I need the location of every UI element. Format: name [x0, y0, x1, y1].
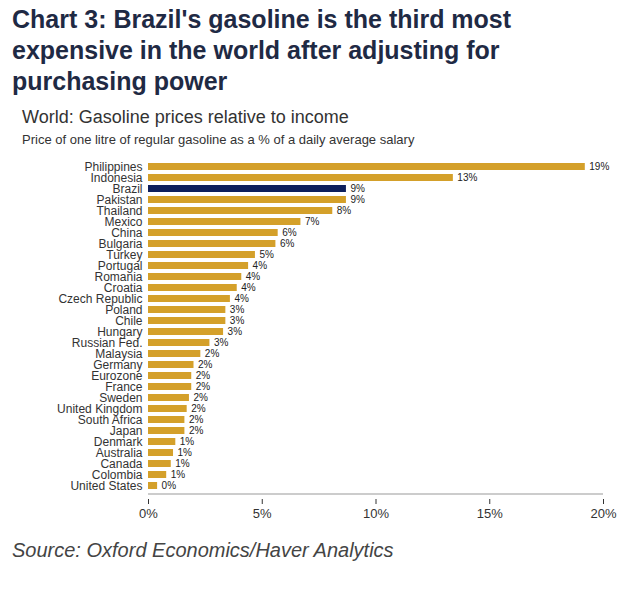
svg-text:10%: 10%: [363, 506, 389, 521]
svg-text:Hungary: Hungary: [97, 324, 143, 339]
svg-text:Malaysia: Malaysia: [95, 346, 143, 361]
svg-text:6%: 6%: [280, 238, 295, 249]
svg-text:2%: 2%: [196, 381, 211, 392]
svg-text:4%: 4%: [253, 260, 268, 271]
svg-text:South Africa: South Africa: [77, 412, 143, 427]
svg-text:3%: 3%: [230, 315, 245, 326]
svg-text:France: France: [105, 379, 143, 394]
svg-text:0%: 0%: [162, 480, 177, 491]
svg-text:6%: 6%: [282, 227, 297, 238]
html-text:Price of one litre of regular: Price of one litre of regular gasoline a…: [22, 132, 415, 147]
svg-text:5%: 5%: [259, 249, 274, 260]
svg-text:Australia: Australia: [95, 445, 143, 460]
svg-text:9%: 9%: [350, 194, 365, 205]
svg-text:7%: 7%: [305, 216, 320, 227]
svg-text:1%: 1%: [178, 447, 193, 458]
svg-text:2%: 2%: [193, 392, 208, 403]
svg-text:0%: 0%: [139, 506, 158, 521]
svg-text:Colombia: Colombia: [91, 467, 143, 482]
svg-text:United States: United States: [70, 479, 142, 493]
svg-text:Poland: Poland: [105, 302, 143, 317]
svg-text:2%: 2%: [189, 414, 204, 425]
svg-text:Croatia: Croatia: [103, 280, 143, 295]
svg-text:4%: 4%: [241, 282, 256, 293]
svg-text:Portugal: Portugal: [97, 258, 143, 273]
svg-text:Thailand: Thailand: [96, 203, 143, 218]
svg-text:United Kingdom: United Kingdom: [57, 401, 143, 416]
svg-text:2%: 2%: [189, 425, 204, 436]
svg-text:3%: 3%: [214, 337, 229, 348]
svg-text:4%: 4%: [246, 271, 261, 282]
svg-text:1%: 1%: [171, 469, 186, 480]
svg-text:2%: 2%: [205, 348, 220, 359]
html-text:World: Gasoline prices relativ: World: Gasoline prices relative to incom…: [22, 107, 349, 127]
svg-text:9%: 9%: [350, 183, 365, 194]
svg-text:2%: 2%: [191, 403, 206, 414]
svg-text:Czech Republic: Czech Republic: [58, 291, 143, 306]
svg-text:2%: 2%: [198, 359, 213, 370]
svg-text:Romania: Romania: [94, 269, 143, 284]
svg-text:3%: 3%: [228, 326, 243, 337]
svg-text:19%: 19%: [589, 161, 609, 172]
svg-text:Bulgaria: Bulgaria: [98, 236, 143, 251]
svg-text:Sweden: Sweden: [99, 390, 143, 405]
svg-text:20%: 20%: [590, 506, 616, 521]
svg-text:China: China: [111, 225, 143, 240]
svg-text:Philippines: Philippines: [84, 159, 143, 174]
html-text:Source: Oxford Economics/Haver: Source: Oxford Economics/Haver Analytics: [12, 539, 394, 561]
html-text:Chart 3: Brazil's gasoline is: Chart 3: Brazil's gasoline is the third …: [12, 5, 512, 95]
svg-text:Mexico: Mexico: [104, 214, 143, 229]
svg-text:3%: 3%: [230, 304, 245, 315]
svg-text:Turkey: Turkey: [106, 247, 143, 262]
svg-text:Indonesia: Indonesia: [90, 170, 143, 185]
svg-text:Brazil: Brazil: [112, 181, 143, 196]
svg-text:8%: 8%: [337, 205, 352, 216]
svg-text:Canada: Canada: [100, 456, 143, 471]
svg-text:4%: 4%: [234, 293, 249, 304]
svg-text:Germany: Germany: [93, 357, 143, 372]
svg-text:Pakistan: Pakistan: [96, 192, 143, 207]
svg-text:Chile: Chile: [115, 313, 143, 328]
svg-text:Russian Fed.: Russian Fed.: [71, 335, 143, 350]
svg-text:13%: 13%: [457, 172, 477, 183]
svg-text:15%: 15%: [477, 506, 503, 521]
svg-text:Eurozone: Eurozone: [91, 368, 143, 383]
svg-text:Denmark: Denmark: [93, 434, 143, 449]
svg-text:1%: 1%: [180, 436, 195, 447]
svg-text:5%: 5%: [253, 506, 272, 521]
svg-text:2%: 2%: [196, 370, 211, 381]
svg-text:1%: 1%: [175, 458, 190, 469]
svg-text:Japan: Japan: [109, 423, 143, 438]
